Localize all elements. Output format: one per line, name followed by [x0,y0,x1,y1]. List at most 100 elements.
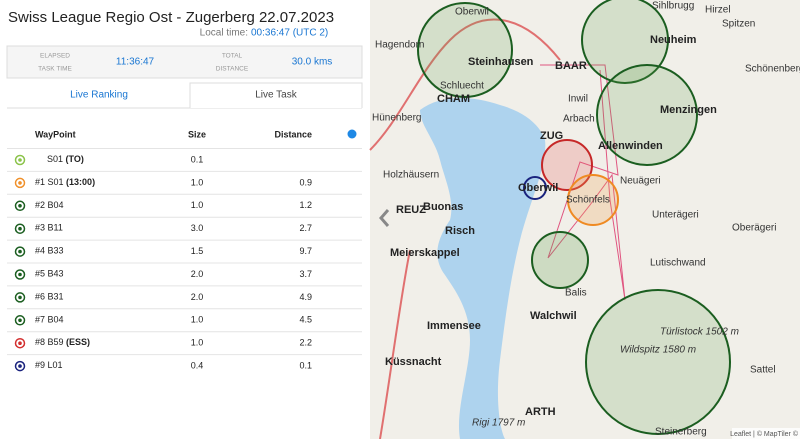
waypoint-note: (13:00) [66,177,95,187]
stat-label: TASK TIME [38,66,72,73]
waypoint-id: #8 B59 [35,338,64,348]
tab[interactable]: Live Task [255,90,298,101]
place-label: Schluecht [440,81,484,92]
place-label: Hagendorn [375,40,424,51]
waypoint-distance: 2.2 [299,338,312,348]
waypoint-icon-dot [18,341,22,346]
stat-label: ELAPSED [40,53,70,60]
place-label: Wildspitz 1580 m [620,345,696,356]
waypoint-name: #9 L01 [35,360,63,370]
waypoint-note: (TO) [66,154,84,164]
waypoint-size: 0.4 [191,360,204,370]
waypoint-id: #6 B31 [35,292,64,302]
place-label: CHAM [437,93,470,105]
title: Swiss League Regio Ost - Zugerberg 22.07… [8,9,334,26]
waypoint-icon-dot [18,181,22,185]
waypoint-distance: 2.7 [299,223,312,233]
place-label: Sihlbrugg [652,1,694,12]
place-label: Hirzel [705,5,731,16]
waypoint-distance: 4.5 [299,315,312,325]
place-label: ZUG [540,130,563,142]
place-label: Risch [445,225,475,237]
column-header: WayPoint [35,129,76,139]
local-time: 00:36:47 (UTC 2) [251,28,328,39]
column-header: Distance [274,129,312,139]
place-label: Neuägeri [620,176,661,187]
place-label: Immensee [427,320,481,332]
place-label: Meierskappel [390,247,460,259]
waypoint-distance: 0.9 [299,177,312,187]
waypoint-name: #4 B33 [35,246,64,256]
waypoint-size: 0.1 [191,154,204,164]
info-icon[interactable] [347,129,357,139]
waypoint-id: #5 B43 [35,269,64,279]
place-label: Türlistock 1502 m [660,327,739,338]
waypoint-size: 3.0 [191,223,204,233]
place-label: Allenwinden [598,140,663,152]
waypoint-name: #6 B31 [35,292,64,302]
waypoint-id: #3 B11 [35,223,63,233]
local-time-label: Local time: [200,28,248,39]
place-label: Oberwil [455,7,489,18]
place-label: Unterägeri [652,210,699,221]
waypoint-id: #1 S01 [35,177,64,187]
place-label: BAAR [555,60,587,72]
waypoint-icon-dot [18,249,22,254]
place-label: Hünenberg [372,113,421,124]
waypoint-icon-dot [18,318,22,323]
attribution: Leaflet | © MapTiler © [730,430,799,438]
place-label: Inwil [568,94,588,105]
waypoint-icon-dot [18,272,22,277]
waypoint-size: 1.0 [191,200,204,210]
place-label: Küssnacht [385,356,442,368]
waypoint-name: #7 B04 [35,315,64,325]
place-label: ARTH [525,406,556,418]
waypoint-icon-dot [18,204,22,208]
stat-label: DISTANCE [216,66,249,73]
place-label: Rigi 1797 m [472,418,525,429]
tab[interactable]: Live Ranking [70,90,128,101]
waypoint-name: #2 B04 [35,200,64,210]
column-header: Size [188,129,206,139]
waypoint-id: #2 B04 [35,200,64,210]
waypoint-note: (ESS) [66,338,90,348]
waypoint-size: 2.0 [191,292,204,302]
stats-box [6,45,363,79]
place-label: Lutischwand [650,258,706,269]
waypoint-id: #9 L01 [35,360,63,370]
waypoint-distance: 3.7 [299,269,312,279]
place-label: Sattel [750,365,776,376]
place-label: Steinerberg [655,427,707,438]
waypoint-icon-dot [18,226,22,231]
place-label: Spitzen [722,19,755,30]
waypoint-icon-dot [18,364,22,368]
stat-value: 11:36:47 [116,57,155,68]
waypoint-size: 1.0 [191,177,204,187]
waypoint-icon-dot [18,158,22,162]
place-label: Schönenberg [745,64,800,75]
stat-label: TOTAL [222,53,243,60]
place-label: Schönfels [566,195,610,206]
place-label: Holzhäusern [383,170,439,181]
waypoint-size: 1.0 [191,315,204,325]
waypoint-size: 2.0 [191,269,204,279]
map [369,0,800,440]
waypoint-name: #1 S01 (13:00) [35,177,95,187]
place-label: Balis [565,288,587,299]
waypoint-distance: 1.2 [299,200,312,210]
place-label: Walchwil [530,310,577,322]
waypoint-icon-dot [18,295,22,300]
place-label: Oberwil [518,182,558,194]
waypoint-distance: 4.9 [299,292,312,302]
waypoint-distance: 0.1 [299,360,312,370]
waypoint-id: #7 B04 [35,315,64,325]
place-label: Neuheim [650,34,697,46]
place-label: Oberägeri [732,223,776,234]
stat-value: 30.0 kms [292,57,333,68]
waypoint-size: 1.5 [191,246,204,256]
place-label: Steinhausen [468,56,534,68]
waypoint-name: #8 B59 (ESS) [35,338,90,348]
waypoint-id: #4 B33 [35,246,64,256]
waypoint-size: 1.0 [191,338,204,348]
